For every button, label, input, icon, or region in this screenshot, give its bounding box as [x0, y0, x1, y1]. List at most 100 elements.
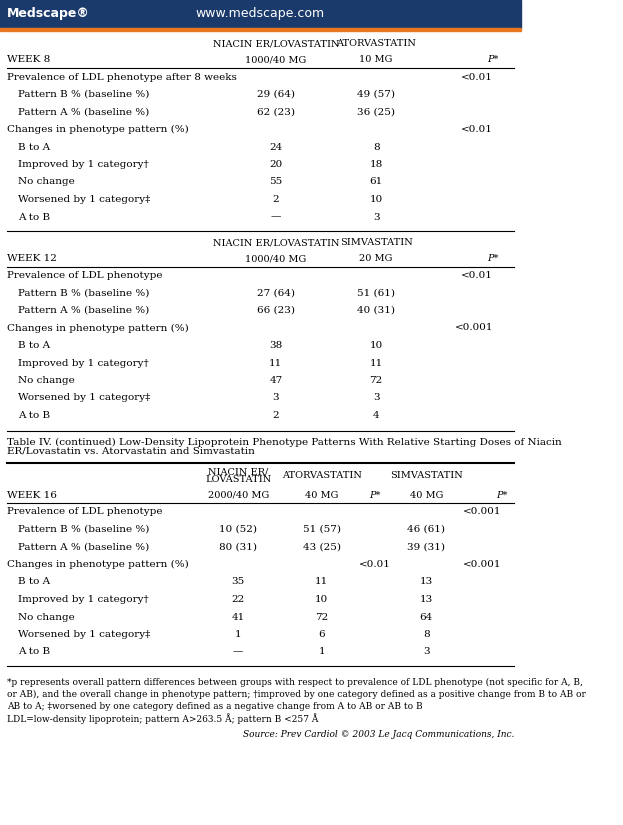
Text: 27 (64): 27 (64) [257, 289, 295, 298]
Text: ER/Lovastatin vs. Atorvastatin and Simvastatin: ER/Lovastatin vs. Atorvastatin and Simva… [7, 446, 255, 455]
Text: 1: 1 [318, 648, 325, 657]
Text: 64: 64 [420, 612, 433, 621]
Text: Pattern A % (baseline %): Pattern A % (baseline %) [19, 543, 150, 551]
Text: B to A: B to A [19, 341, 50, 350]
Text: 46 (61): 46 (61) [407, 525, 445, 534]
Text: 61: 61 [369, 177, 383, 186]
Text: P*: P* [487, 254, 499, 263]
Text: Pattern A % (baseline %): Pattern A % (baseline %) [19, 306, 150, 315]
Text: Pattern A % (baseline %): Pattern A % (baseline %) [19, 107, 150, 116]
Text: Worsened by 1 category‡: Worsened by 1 category‡ [19, 394, 151, 403]
Text: WEEK 16: WEEK 16 [7, 491, 57, 499]
Text: 1: 1 [235, 630, 242, 639]
Text: 20 MG: 20 MG [359, 254, 393, 263]
Text: 8: 8 [373, 143, 379, 152]
Text: 1000/40 MG: 1000/40 MG [245, 55, 307, 64]
Text: 47: 47 [269, 376, 282, 385]
Text: 29 (64): 29 (64) [257, 90, 295, 99]
Text: SIMVASTATIN: SIMVASTATIN [390, 470, 463, 479]
Text: 41: 41 [232, 612, 245, 621]
Text: <0.01: <0.01 [461, 73, 493, 82]
Text: 3: 3 [272, 394, 279, 403]
Text: <0.01: <0.01 [461, 125, 493, 134]
Text: 72: 72 [369, 376, 383, 385]
Text: <0.001: <0.001 [455, 323, 493, 332]
Text: 51 (61): 51 (61) [357, 289, 395, 298]
Text: 24: 24 [269, 143, 282, 152]
Text: Improved by 1 category†: Improved by 1 category† [19, 595, 149, 604]
Text: —: — [233, 648, 244, 657]
Text: 3: 3 [373, 213, 379, 221]
Text: Changes in phenotype pattern (%): Changes in phenotype pattern (%) [7, 560, 188, 569]
Text: 10: 10 [369, 195, 383, 204]
Text: 39 (31): 39 (31) [407, 543, 445, 551]
Text: Worsened by 1 category‡: Worsened by 1 category‡ [19, 195, 151, 204]
Text: 80 (31): 80 (31) [219, 543, 257, 551]
Text: No change: No change [19, 177, 75, 186]
Text: 40 MG: 40 MG [409, 491, 443, 499]
Text: No change: No change [19, 376, 75, 385]
Text: 40 (31): 40 (31) [357, 306, 395, 315]
Text: Source: Prev Cardiol © 2003 Le Jacq Communications, Inc.: Source: Prev Cardiol © 2003 Le Jacq Comm… [243, 730, 514, 739]
Text: 3: 3 [373, 394, 379, 403]
Text: Improved by 1 category†: Improved by 1 category† [19, 359, 149, 367]
Text: 2: 2 [272, 195, 279, 204]
Text: 1000/40 MG: 1000/40 MG [245, 254, 307, 263]
Text: 4: 4 [373, 411, 379, 420]
Text: LOVASTATIN: LOVASTATIN [205, 475, 272, 484]
Text: B to A: B to A [19, 143, 50, 152]
Text: Pattern B % (baseline %): Pattern B % (baseline %) [19, 289, 150, 298]
Text: 49 (57): 49 (57) [357, 90, 395, 99]
Text: AB to A; ‡worsened by one category defined as a negative change from A to AB or : AB to A; ‡worsened by one category defin… [7, 702, 422, 711]
Text: 10 (52): 10 (52) [219, 525, 257, 534]
Text: Medscape®: Medscape® [7, 7, 90, 21]
Text: 18: 18 [369, 160, 383, 169]
Text: 11: 11 [269, 359, 282, 367]
Text: NIACIN ER/: NIACIN ER/ [208, 468, 269, 477]
Text: 11: 11 [369, 359, 383, 367]
Text: 13: 13 [420, 595, 433, 604]
Text: or AB), and the overall change in phenotype pattern; †improved by one category d: or AB), and the overall change in phenot… [7, 690, 586, 699]
Text: 40 MG: 40 MG [305, 491, 338, 499]
Text: 66 (23): 66 (23) [257, 306, 295, 315]
Bar [0, 0, 521, 28]
Text: www.medscape.com: www.medscape.com [196, 7, 325, 21]
Text: LDL=low-density lipoprotein; pattern A>263.5 Å; pattern B <257 Å: LDL=low-density lipoprotein; pattern A>2… [7, 713, 318, 724]
Text: 72: 72 [315, 612, 328, 621]
Text: A to B: A to B [19, 411, 50, 420]
Text: A to B: A to B [19, 213, 50, 221]
Text: P*: P* [487, 55, 499, 64]
Text: 6: 6 [318, 630, 325, 639]
Text: ATORVASTATIN: ATORVASTATIN [336, 40, 416, 49]
Text: NIACIN ER/LOVASTATIN: NIACIN ER/LOVASTATIN [212, 40, 339, 49]
Text: A to B: A to B [19, 648, 50, 657]
Text: 51 (57): 51 (57) [303, 525, 341, 534]
Text: 22: 22 [232, 595, 245, 604]
Text: 36 (25): 36 (25) [357, 107, 395, 116]
Text: 10: 10 [369, 341, 383, 350]
Text: WEEK 8: WEEK 8 [7, 55, 50, 64]
Text: —: — [270, 213, 281, 221]
Text: Prevalence of LDL phenotype: Prevalence of LDL phenotype [7, 507, 162, 516]
Text: Prevalence of LDL phenotype after 8 weeks: Prevalence of LDL phenotype after 8 week… [7, 73, 237, 82]
Text: *p represents overall pattern differences between groups with respect to prevale: *p represents overall pattern difference… [7, 678, 583, 687]
Text: Pattern B % (baseline %): Pattern B % (baseline %) [19, 525, 150, 534]
Text: SIMVASTATIN: SIMVASTATIN [340, 238, 412, 247]
Text: ATORVASTATIN: ATORVASTATIN [282, 470, 362, 479]
Text: 2000/40 MG: 2000/40 MG [207, 491, 269, 499]
Text: <0.01: <0.01 [358, 560, 391, 569]
Text: <0.001: <0.001 [463, 560, 502, 569]
Text: <0.01: <0.01 [461, 271, 493, 280]
Text: 11: 11 [315, 578, 328, 587]
Text: 55: 55 [269, 177, 282, 186]
Text: 3: 3 [423, 648, 430, 657]
Text: Table IV. (continued) Low-Density Lipoprotein Phenotype Patterns With Relative S: Table IV. (continued) Low-Density Lipopr… [7, 437, 561, 446]
Text: Pattern B % (baseline %): Pattern B % (baseline %) [19, 90, 150, 99]
Text: 43 (25): 43 (25) [303, 543, 341, 551]
Text: 20: 20 [269, 160, 282, 169]
Text: 10: 10 [315, 595, 328, 604]
Text: 2: 2 [272, 411, 279, 420]
Text: <0.001: <0.001 [463, 507, 502, 516]
Text: WEEK 12: WEEK 12 [7, 254, 57, 263]
Text: Prevalence of LDL phenotype: Prevalence of LDL phenotype [7, 271, 162, 280]
